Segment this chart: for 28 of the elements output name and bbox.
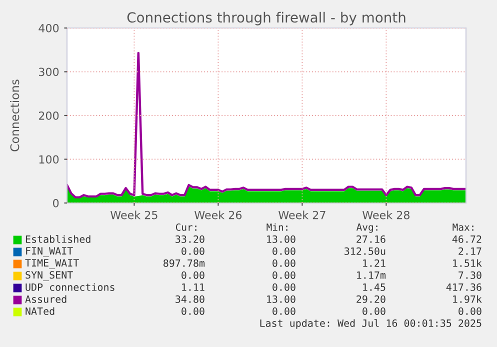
x-tick-label: Week 26 (194, 210, 242, 220)
text: 34.80 13.00 29.20 1.97k (176, 295, 482, 303)
chart-title: Connections through firewall - by month (127, 12, 406, 26)
y-tick-label: 100 (39, 155, 59, 164)
legend-label: SYN_SENT (26, 271, 73, 281)
text: 0.00 0.00 1.17m 7.30 (182, 271, 482, 279)
legend-label: FIN_WAIT (26, 247, 73, 257)
y-axis-title: Connections (10, 80, 20, 152)
text: 0.00 0.00 0.00 0.00 (182, 307, 482, 315)
legend-label: TIME_WAIT (25, 259, 79, 269)
y-tick-label: 300 (39, 68, 59, 76)
text: 33.20 13.00 27.16 46.72 (176, 235, 482, 243)
line-series (67, 52, 466, 198)
x-tick-label: Week 27 (278, 210, 326, 220)
text: Cur: Min: Avg: Max: (176, 223, 474, 233)
legend-label: Assured (25, 295, 66, 303)
x-tick-label: Week 25 (110, 210, 158, 220)
text: 1.11 0.00 1.45 417.36 (182, 283, 482, 291)
legend-label: UDP connections (26, 283, 114, 291)
y-tick-label: 200 (38, 111, 59, 120)
legend-label: NATed (26, 307, 54, 315)
text: 897.78m 0.00 1.21 1.51k (163, 259, 482, 267)
y-tick-label: 400 (38, 24, 59, 32)
y-tick-label: 0 (53, 198, 59, 208)
legend-label: Established (26, 235, 90, 243)
text: 0.00 0.00 312.50u 2.17 (182, 247, 482, 255)
text: Last update: Wed Jul 16 00:01:35 2025 (260, 319, 482, 329)
x-tick-label: Week 28 (362, 210, 410, 220)
